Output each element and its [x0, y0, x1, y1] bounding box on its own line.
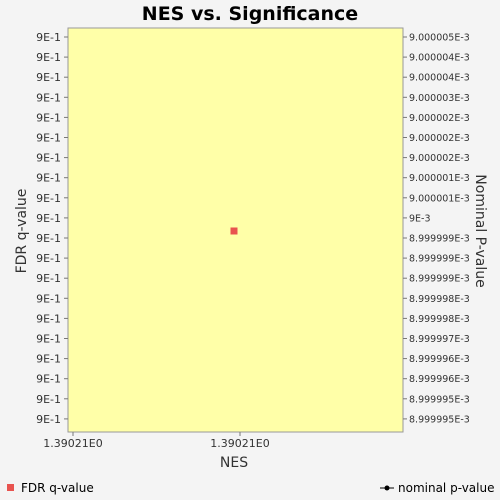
y-left-tick-label: 9E-1: [36, 152, 61, 165]
y-left-tick-label: 9E-1: [36, 272, 61, 285]
legend-label-pvalue: nominal p-value: [398, 481, 494, 495]
y-left-tick-label: 9E-1: [36, 212, 61, 225]
legend-marker-pvalue-dot: [384, 485, 390, 491]
y-right-tick-label: 8.999998E-3: [409, 314, 470, 325]
x-axis: 1.39021E0 1.39021E0: [43, 432, 270, 450]
y-right-tick-label: 8.999999E-3: [409, 234, 470, 245]
y-left-axis: 9E-1 9E-1 9E-1 9E-1 9E-1 9E-1 9E-1 9E-1 9E-1 9E-1…: [36, 31, 68, 426]
y-right-tick-label: 8.999999E-3: [409, 274, 470, 285]
y-left-tick-label: 9E-1: [36, 312, 61, 325]
x-tick-label: 1.39021E0: [43, 437, 102, 450]
y-left-tick-label: 9E-1: [36, 111, 61, 124]
y-left-tick-label: 9E-1: [36, 413, 61, 426]
y-right-tick-label: 9.000003E-3: [409, 93, 470, 104]
y-right-tick-label: 8.999998E-3: [409, 294, 470, 305]
y-left-tick-label: 9E-1: [36, 393, 61, 406]
y-left-tick-label: 9E-1: [36, 31, 61, 44]
y-right-tick-label: 8.999995E-3: [409, 414, 470, 425]
data-point-fdr-q-value: [230, 227, 238, 235]
y-left-tick-label: 9E-1: [36, 71, 61, 84]
y-left-tick-label: 9E-1: [36, 51, 61, 64]
y-right-tick-label: 8.999995E-3: [409, 394, 470, 405]
y-left-tick-label: 9E-1: [36, 333, 61, 346]
y-right-tick-label: 8.999996E-3: [409, 374, 470, 385]
y-left-tick-label: 9E-1: [36, 373, 61, 386]
y-right-tick-label: 8.999999E-3: [409, 254, 470, 265]
y-right-tick-label: 9.000004E-3: [409, 53, 470, 64]
y-left-tick-label: 9E-1: [36, 132, 61, 145]
y-right-tick-label: 9.000002E-3: [409, 133, 470, 144]
legend: FDR q-value nominal p-value: [7, 481, 494, 495]
y-right-axis: 9.000005E-3 9.000004E-3 9.000004E-3 9.00000…: [403, 33, 470, 425]
y-right-tick-label: 9.000002E-3: [409, 113, 470, 124]
y-left-tick-label: 9E-1: [36, 192, 61, 205]
y-left-tick-label: 9E-1: [36, 172, 61, 185]
y-right-tick-label: 9E-3: [409, 213, 431, 224]
legend-label-fdr: FDR q-value: [21, 481, 94, 495]
y-right-tick-label: 8.999996E-3: [409, 354, 470, 365]
y-left-tick-label: 9E-1: [36, 292, 61, 305]
y-left-tick-label: 9E-1: [36, 91, 61, 104]
y-axis-label-right: Nominal P-value: [472, 174, 488, 287]
y-right-tick-label: 8.999997E-3: [409, 334, 470, 345]
chart-title: NES vs. Significance: [142, 3, 358, 25]
y-right-tick-label: 9.000004E-3: [409, 73, 470, 84]
legend-marker-fdr: [7, 484, 14, 491]
y-right-tick-label: 9.000002E-3: [409, 153, 470, 164]
x-tick-label: 1.39021E0: [210, 437, 269, 450]
data-points: [230, 227, 238, 235]
y-left-tick-label: 9E-1: [36, 252, 61, 265]
y-right-tick-label: 9.000001E-3: [409, 193, 470, 204]
y-right-tick-label: 9.000001E-3: [409, 173, 470, 184]
y-axis-label-left: FDR q-value: [14, 189, 30, 274]
y-left-tick-label: 9E-1: [36, 353, 61, 366]
y-right-tick-label: 9.000005E-3: [409, 33, 470, 44]
y-left-tick-label: 9E-1: [36, 232, 61, 245]
x-axis-label: NES: [220, 455, 248, 471]
